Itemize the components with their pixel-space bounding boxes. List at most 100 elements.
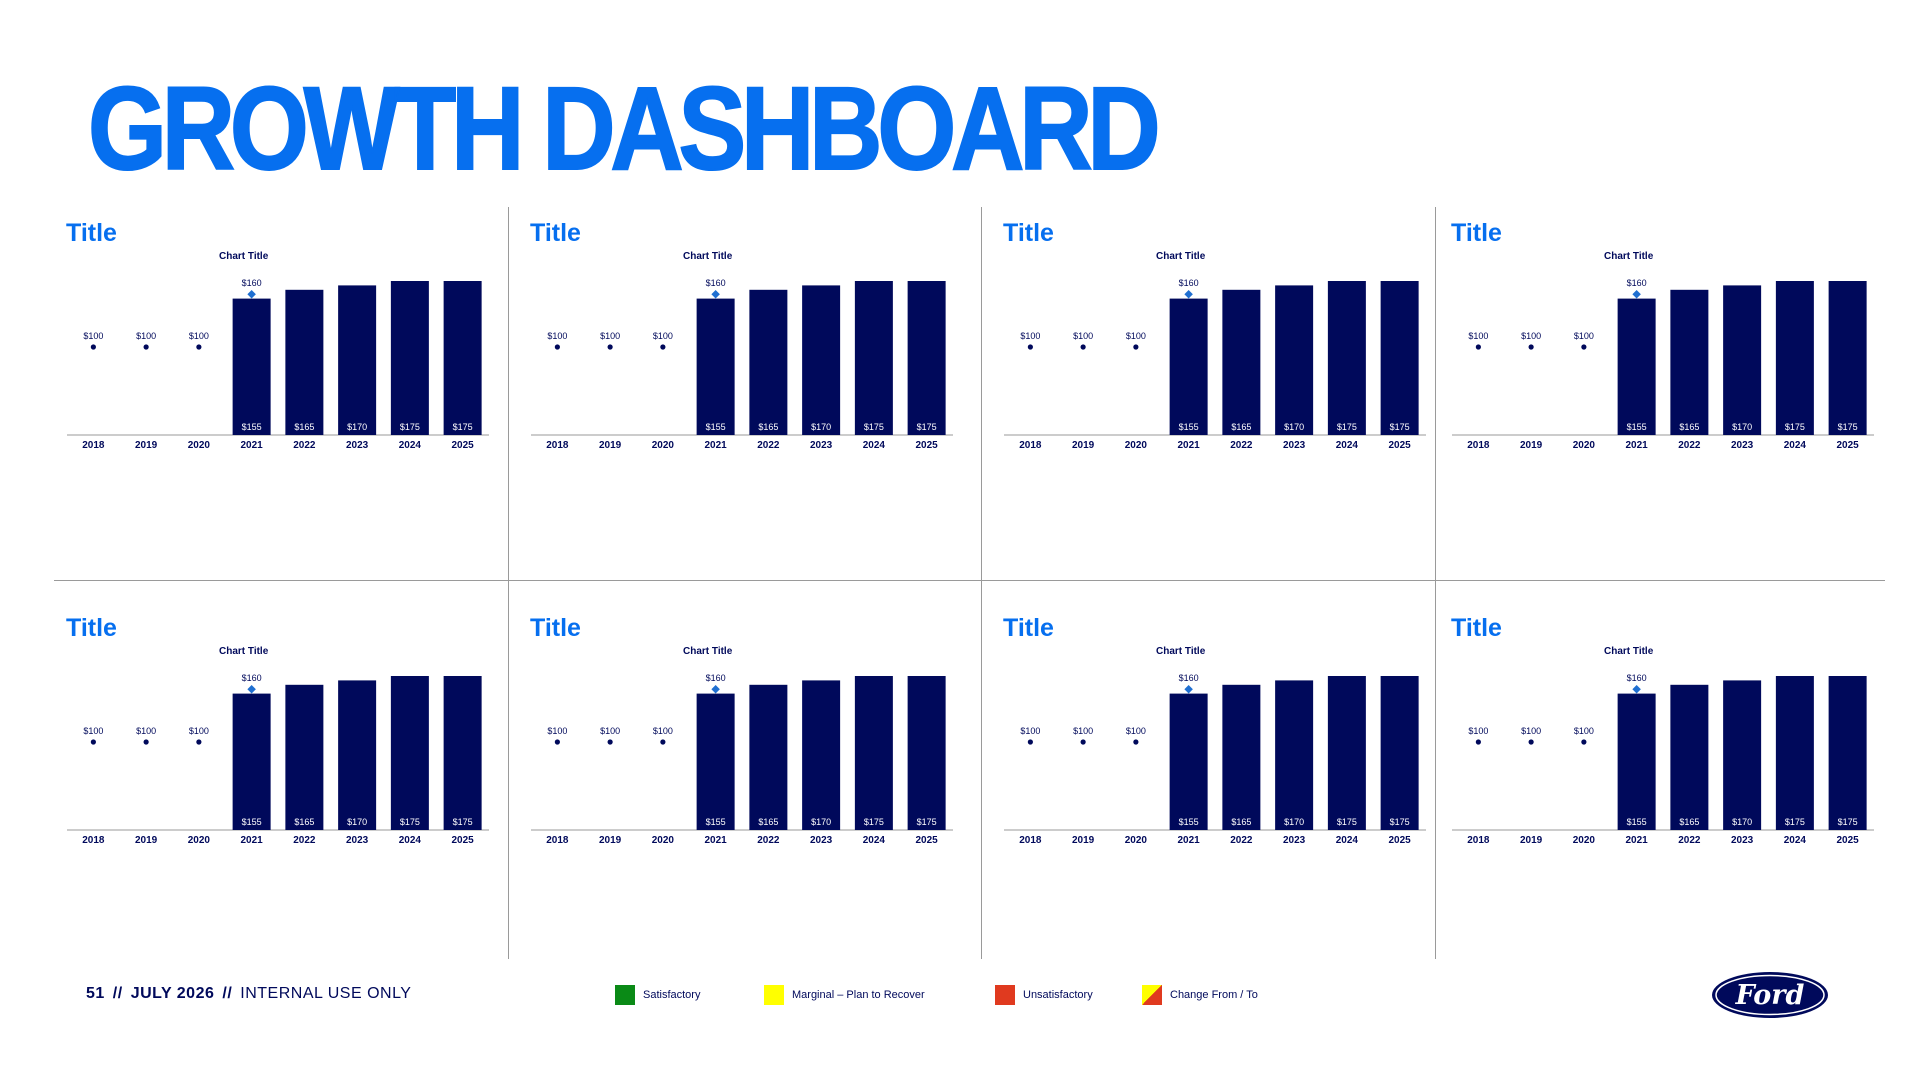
point-marker — [660, 739, 666, 745]
point-data-label: $160 — [242, 278, 262, 288]
chart-panel: Title Chart Title $100 2018 $100 2019 $100 20… — [991, 207, 1441, 567]
chart-title: Chart Title — [219, 646, 269, 657]
bar — [1169, 298, 1208, 435]
point-data-label: $100 — [1073, 726, 1093, 736]
bar — [1327, 676, 1366, 830]
panel-title: Title — [66, 219, 117, 247]
legend-label: Change From / To — [1170, 989, 1258, 1001]
bar — [1275, 680, 1314, 830]
bar-data-label: $165 — [758, 422, 778, 432]
bar-chart: $100 2018 $100 2019 $100 2020 $155 $160 2021 $165… — [67, 673, 489, 846]
bar — [1327, 281, 1366, 435]
x-tick-label: 2025 — [1389, 835, 1412, 846]
point-data-label: $100 — [653, 331, 673, 341]
x-tick-label: 2025 — [1389, 440, 1412, 451]
red-swatch-icon — [995, 985, 1015, 1005]
x-tick-label: 2018 — [1467, 835, 1490, 846]
bar-data-label: $170 — [811, 817, 831, 827]
x-tick-label: 2024 — [863, 835, 886, 846]
bar-data-label: $170 — [1732, 422, 1752, 432]
x-tick-label: 2023 — [1283, 835, 1306, 846]
legend-item-marginal: Marginal – Plan to Recover — [764, 985, 925, 1005]
x-tick-label: 2023 — [810, 835, 833, 846]
x-tick-label: 2019 — [1520, 440, 1543, 451]
point-data-label: $100 — [83, 331, 103, 341]
point-marker — [247, 684, 256, 694]
bar-data-label: $175 — [1785, 422, 1805, 432]
x-tick-label: 2021 — [705, 835, 728, 846]
page-title: GROWTH DASHBOARD — [87, 63, 1161, 195]
point-data-label: $100 — [136, 726, 156, 736]
point-marker — [90, 344, 96, 350]
x-tick-label: 2022 — [293, 440, 316, 451]
x-tick-label: 2018 — [1019, 835, 1042, 846]
x-tick-label: 2024 — [399, 440, 422, 451]
point-data-label: $160 — [706, 673, 726, 683]
point-marker — [1184, 289, 1193, 299]
bar — [390, 676, 429, 830]
point-marker — [1632, 684, 1641, 694]
bar — [1222, 289, 1261, 435]
point-marker — [1632, 289, 1641, 299]
legend-item-satisfactory: Satisfactory — [615, 985, 700, 1005]
x-tick-label: 2024 — [1784, 835, 1807, 846]
x-tick-label: 2022 — [1678, 440, 1701, 451]
panel-title: Title — [1003, 219, 1054, 247]
point-marker — [196, 739, 202, 745]
bar-data-label: $170 — [347, 422, 367, 432]
logo-ring — [1715, 974, 1825, 1016]
bar-data-label: $155 — [706, 422, 726, 432]
point-marker — [1133, 344, 1139, 350]
bar-data-label: $175 — [1838, 817, 1858, 827]
bar-data-label: $155 — [242, 422, 262, 432]
point-data-label: $100 — [1468, 331, 1488, 341]
x-tick-label: 2019 — [135, 440, 158, 451]
x-tick-label: 2019 — [1072, 440, 1095, 451]
bar — [1169, 693, 1208, 830]
bar — [1723, 680, 1762, 830]
chart-panel: Title Chart Title $100 2018 $100 2019 $100 20… — [1439, 207, 1889, 567]
x-tick-label: 2022 — [293, 835, 316, 846]
bar-data-label: $170 — [1732, 817, 1752, 827]
bar-data-label: $155 — [706, 817, 726, 827]
point-data-label: $160 — [1627, 278, 1647, 288]
chart-title: Chart Title — [1156, 646, 1206, 657]
x-tick-label: 2019 — [1072, 835, 1095, 846]
bar-data-label: $155 — [1627, 422, 1647, 432]
divider-vertical — [508, 207, 509, 959]
chart-panel: Title Chart Title $100 2018 $100 2019 $100 20… — [1439, 602, 1889, 962]
bar — [443, 676, 482, 830]
x-tick-label: 2024 — [1784, 440, 1807, 451]
x-tick-label: 2019 — [599, 835, 622, 846]
panel-title: Title — [66, 614, 117, 642]
chart-panel: Title Chart Title $100 2018 $100 2019 $100 20… — [54, 207, 504, 567]
bar — [1828, 281, 1867, 435]
bar — [854, 676, 893, 830]
x-tick-label: 2022 — [1230, 835, 1253, 846]
divider-vertical — [1435, 207, 1436, 959]
x-tick-label: 2023 — [1731, 440, 1754, 451]
bar — [1617, 298, 1656, 435]
yellow-swatch-icon — [764, 985, 784, 1005]
point-data-label: $100 — [189, 726, 209, 736]
bar — [907, 281, 946, 435]
bar — [1723, 285, 1762, 435]
bar-data-label: $175 — [917, 817, 937, 827]
point-data-label: $100 — [136, 331, 156, 341]
ford-oval-logo-icon: Ford — [1712, 972, 1828, 1018]
x-tick-label: 2021 — [241, 835, 264, 846]
footer-separator: // — [112, 985, 123, 1002]
point-marker — [1027, 344, 1033, 350]
point-marker — [1528, 344, 1534, 350]
bar-data-label: $165 — [294, 817, 314, 827]
x-tick-label: 2021 — [1626, 440, 1649, 451]
point-data-label: $160 — [242, 673, 262, 683]
bar-data-label: $155 — [242, 817, 262, 827]
bar-data-label: $175 — [1838, 422, 1858, 432]
bar-data-label: $165 — [1231, 817, 1251, 827]
chart-panel: Title Chart Title $100 2018 $100 2019 $100 20… — [518, 207, 968, 567]
point-marker — [143, 344, 149, 350]
point-data-label: $100 — [1126, 726, 1146, 736]
x-tick-label: 2025 — [452, 835, 475, 846]
bar-data-label: $175 — [864, 817, 884, 827]
